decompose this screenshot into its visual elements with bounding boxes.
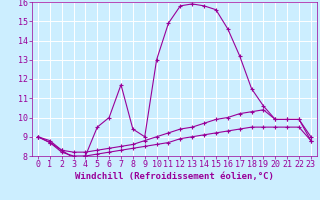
X-axis label: Windchill (Refroidissement éolien,°C): Windchill (Refroidissement éolien,°C) bbox=[75, 172, 274, 181]
